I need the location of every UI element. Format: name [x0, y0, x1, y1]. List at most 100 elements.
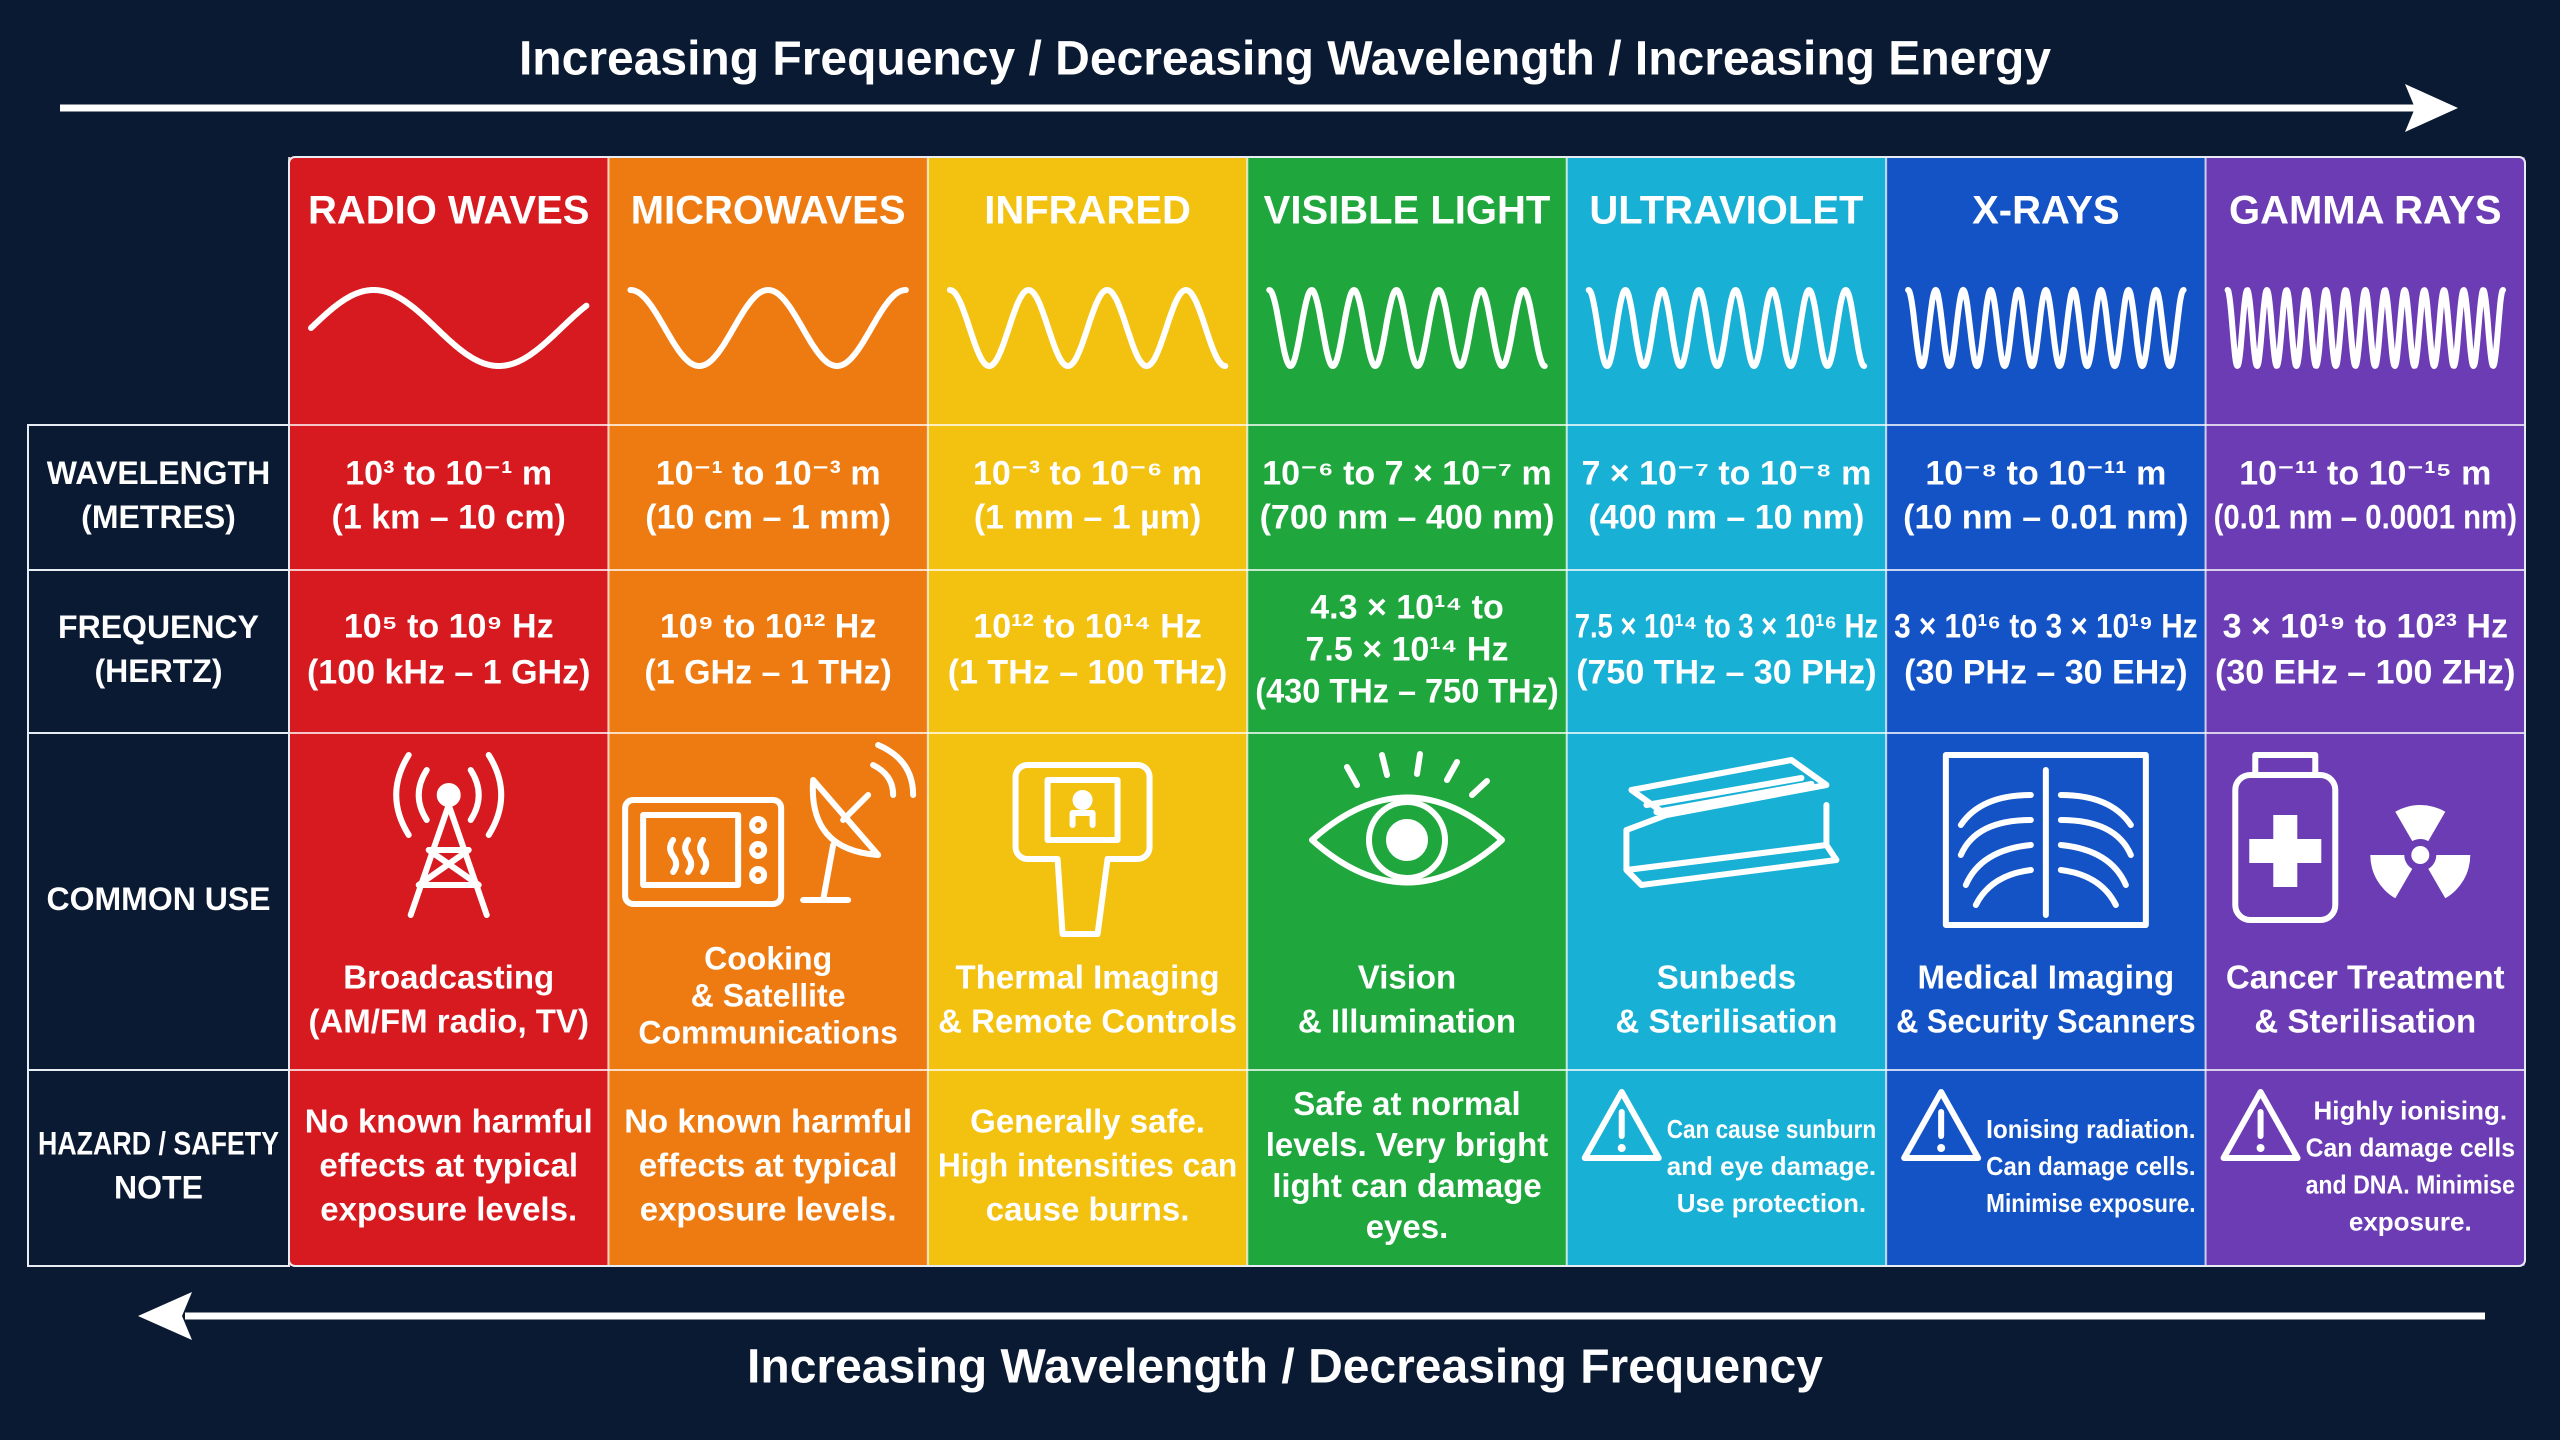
wavelength-text: (10 nm – 0.01 nm): [1903, 498, 2188, 536]
column-title: GAMMA RAYS: [2229, 189, 2502, 233]
use-icon: [1623, 757, 1840, 888]
bottom-caption: Increasing Wavelength / Decreasing Frequ…: [747, 1341, 1823, 1394]
icon-part: [2370, 855, 2413, 899]
icon-part: [749, 816, 768, 834]
wave: [2224, 287, 2506, 369]
wavelength-text: 10⁻⁶ to 7 × 10⁻⁷ m: [1262, 454, 1552, 492]
use-icon: [1012, 762, 1153, 937]
wave: [1905, 287, 2187, 369]
use-text: Cooking: [704, 940, 832, 976]
hazard-text: cause burns.: [986, 1191, 1190, 1228]
use-text: & Sterilisation: [1615, 1003, 1837, 1040]
warning-icon: [2220, 1089, 2301, 1161]
column-title: RADIO WAVES: [308, 189, 590, 233]
wave: [946, 287, 1229, 369]
hazard-text: exposure.: [2349, 1206, 2472, 1236]
icon-part: [1309, 751, 1505, 886]
hazard-text: light can damage: [1272, 1167, 1542, 1204]
icon-part: [622, 797, 785, 907]
wavelength-text: 7 × 10⁻⁷ to 10⁻⁸ m: [1581, 454, 1871, 492]
use-text: & Remote Controls: [938, 1003, 1237, 1040]
row-label: (HERTZ): [95, 653, 223, 689]
icon-part: [749, 866, 768, 884]
icon-part: [2428, 855, 2471, 899]
use-text: & Security Scanners: [1896, 1003, 2195, 1040]
warning-icon: [1581, 1089, 1662, 1161]
use-text: Medical Imaging: [1917, 959, 2174, 996]
warning-icon: [2256, 1144, 2265, 1152]
hazard-text: Minimise exposure.: [1986, 1188, 2195, 1218]
hazard-text: Can damage cells: [2306, 1132, 2515, 1162]
wave: [1585, 287, 1868, 369]
wave: [1266, 287, 1548, 369]
use-text: (AM/FM radio, TV): [308, 1003, 588, 1040]
frequency-text: 10⁹ to 10¹² Hz: [660, 607, 876, 645]
icon-part: [749, 841, 768, 859]
frequency-text: (30 PHz – 30 EHz): [1904, 653, 2187, 691]
use-text: & Illumination: [1298, 1003, 1516, 1040]
wavelength-text: 10⁻¹¹ to 10⁻¹⁵ m: [2239, 454, 2491, 492]
hazard-text: Ionising radiation.: [1986, 1114, 2195, 1144]
icon-part: [1069, 810, 1096, 828]
row-label: (METRES): [81, 499, 236, 535]
top-arrow-head: [2405, 84, 2458, 132]
use-text: Vision: [1358, 959, 1456, 996]
wavelength-text: (1 km – 10 cm): [332, 498, 566, 536]
frequency-text: (430 THz – 750 THz): [1255, 672, 1558, 710]
table: WAVELENGTH (METRES) FREQUENCY (HERTZ) COMMON…: [27, 156, 2526, 1267]
frequency-text: 10¹² to 10¹⁴ Hz: [973, 607, 1201, 645]
hazard-text: levels. Very bright: [1266, 1126, 1548, 1163]
hazard-text: No known harmful: [624, 1103, 912, 1140]
warning-icon: [1937, 1144, 1946, 1152]
hazard-text: exposure levels.: [320, 1191, 577, 1228]
column-title: X-RAYS: [1972, 189, 2119, 233]
wave: [627, 287, 909, 369]
column-title: INFRARED: [984, 189, 1191, 233]
wave: [308, 287, 590, 369]
use-text: & Satellite: [691, 977, 846, 1013]
icon-part: [1366, 799, 1448, 881]
frequency-text: 3 × 10¹⁹ to 10²³ Hz: [2223, 607, 2508, 645]
icon-part: [1942, 752, 2149, 928]
hazard-text: High intensities can: [938, 1147, 1237, 1184]
use-icon: [393, 752, 505, 918]
wavelength-text: (400 nm – 10 nm): [1588, 498, 1864, 536]
row-label: HAZARD / SAFETY: [38, 1125, 279, 1161]
frequency-text: 10⁵ to 10⁹ Hz: [344, 607, 554, 645]
column-title: VISIBLE LIGHT: [1264, 189, 1551, 233]
icon-part: [1386, 819, 1428, 861]
use-text: Cancer Treatment: [2226, 959, 2505, 996]
use-icon: [622, 742, 917, 907]
frequency-text: (1 GHz – 1 THz): [644, 653, 891, 691]
icon-part: [870, 742, 917, 798]
wavelength-text: 10⁻¹ to 10⁻³ m: [656, 454, 881, 492]
use-text: Thermal Imaging: [956, 959, 1220, 996]
frequency-text: 7.5 × 10¹⁴ Hz: [1306, 630, 1509, 668]
wavelength-text: (1 mm – 1 µm): [974, 498, 1201, 536]
hazard-text: Highly ionising.: [2314, 1095, 2508, 1125]
row-label: FREQUENCY: [58, 609, 259, 645]
hazard-text: Safe at normal: [1293, 1085, 1520, 1122]
frequency-text: (100 kHz – 1 GHz): [307, 653, 590, 691]
hazard-text: Can damage cells.: [1986, 1151, 2195, 1181]
top-caption: Increasing Frequency / Decreasing Wavele…: [519, 33, 2051, 86]
hazard-text: Can cause sunburn: [1667, 1114, 1876, 1144]
warning-icon: [1901, 1089, 1982, 1161]
wavelength-text: 10⁻³ to 10⁻⁶ m: [973, 454, 1202, 492]
icon-part: [1072, 790, 1093, 810]
hazard-text: effects at typical: [639, 1147, 898, 1184]
use-icon: [1942, 752, 2149, 928]
icon-part: [436, 783, 461, 807]
frequency-text: 3 × 10¹⁶ to 3 × 10¹⁹ Hz: [1894, 607, 2197, 645]
wavelength-text: 10³ to 10⁻¹ m: [345, 454, 552, 492]
wavelength-text: (0.01 nm – 0.0001 nm): [2214, 498, 2517, 536]
column-bg: [927, 157, 1248, 1266]
column-bg: [1886, 157, 2206, 1266]
icon-part: [1012, 762, 1153, 937]
warning-icon: [1617, 1144, 1626, 1152]
icon-part: [393, 752, 505, 918]
row-label: COMMON USE: [47, 881, 271, 917]
table-border: [288, 156, 2526, 1267]
use-icon: [2232, 752, 2471, 923]
